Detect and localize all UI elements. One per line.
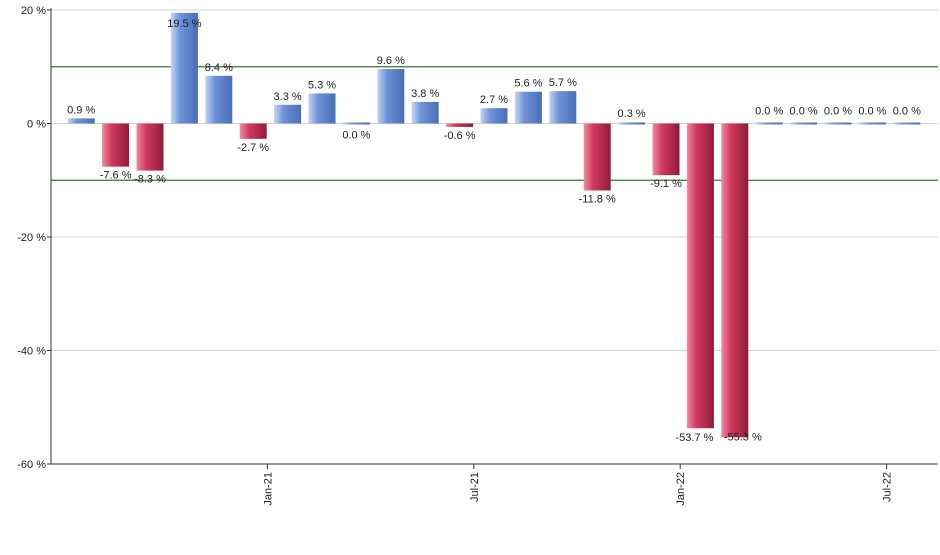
bars: [67, 12, 921, 438]
bar-3: [170, 12, 198, 124]
bar-4: [205, 75, 233, 124]
data-label-20: 0.0 %: [755, 106, 783, 118]
bar-7: [308, 93, 336, 124]
data-label-11: -0.6 %: [444, 130, 476, 142]
data-label-0: 0.9 %: [67, 104, 95, 116]
data-label-17: -9.1 %: [650, 178, 682, 190]
data-label-21: 0.0 %: [790, 106, 818, 118]
data-label-19: -55.3 %: [724, 431, 762, 443]
data-label-14: 5.7 %: [549, 77, 577, 89]
bar-12: [480, 108, 508, 124]
bar-24: [893, 122, 921, 125]
y-tick-label-4: -60 %: [17, 459, 46, 471]
data-label-2: -8.3 %: [134, 174, 166, 186]
x-tick-label-3: Jul-22: [882, 472, 894, 502]
bar-15: [583, 123, 611, 191]
bar-6: [274, 104, 302, 124]
bar-18: [686, 123, 714, 429]
data-label-4: 8.4 %: [205, 62, 233, 74]
data-label-10: 3.8 %: [411, 88, 439, 100]
bar-11: [446, 123, 474, 127]
x-tick-label-0: Jan-21: [262, 472, 274, 506]
bar-8: [342, 122, 370, 125]
data-label-7: 5.3 %: [308, 79, 336, 91]
bar-10: [411, 101, 439, 124]
bar-13: [514, 91, 542, 124]
data-label-1: -7.6 %: [100, 170, 132, 182]
axes: [50, 8, 938, 465]
y-tick-label-1: 0 %: [27, 119, 46, 131]
y-tick-label-2: -20 %: [17, 232, 46, 244]
y-tick-label-3: -40 %: [17, 346, 46, 358]
data-label-6: 3.3 %: [274, 91, 302, 103]
data-label-22: 0.0 %: [824, 106, 852, 118]
data-label-18: -53.7 %: [675, 432, 713, 444]
data-label-15: -11.8 %: [579, 193, 616, 205]
bar-19: [721, 123, 749, 438]
x-tick-labels: Jan-21 Jul-21 Jan-22 Jul-22: [262, 464, 894, 506]
bar-20: [755, 122, 783, 125]
data-label-5: -2.7 %: [237, 142, 269, 154]
y-tick-label-0: 20 %: [21, 5, 46, 17]
data-label-13: 5.6 %: [514, 78, 542, 90]
data-labels: 0.9 % -7.6 % -8.3 % 19.5 % 8.4 % -2.7 % 3.3 % 5…: [67, 18, 921, 444]
bar-23: [858, 122, 886, 125]
bar-1: [102, 123, 130, 167]
data-label-12: 2.7 %: [480, 94, 508, 106]
bar-21: [790, 122, 818, 125]
data-label-8: 0.0 %: [342, 130, 370, 142]
x-tick-label-1: Jul-21: [469, 472, 481, 502]
data-label-9: 9.6 %: [377, 55, 405, 67]
bar-2: [136, 123, 164, 171]
bar-9: [377, 69, 405, 124]
data-label-24: 0.0 %: [893, 106, 921, 118]
y-tick-labels: 20 % 0 % -20 % -40 % -60 %: [17, 5, 51, 471]
data-label-16: 0.3 %: [618, 108, 646, 120]
data-label-3: 19.5 %: [167, 18, 201, 30]
bar-0: [67, 118, 95, 124]
bar-14: [549, 91, 577, 124]
x-tick-label-2: Jan-22: [675, 472, 687, 506]
bar-22: [824, 122, 852, 125]
reference-lines: [51, 66, 938, 181]
bar-16: [618, 122, 646, 125]
data-label-23: 0.0 %: [858, 106, 886, 118]
bar-5: [239, 123, 267, 139]
bar-17: [652, 123, 680, 176]
